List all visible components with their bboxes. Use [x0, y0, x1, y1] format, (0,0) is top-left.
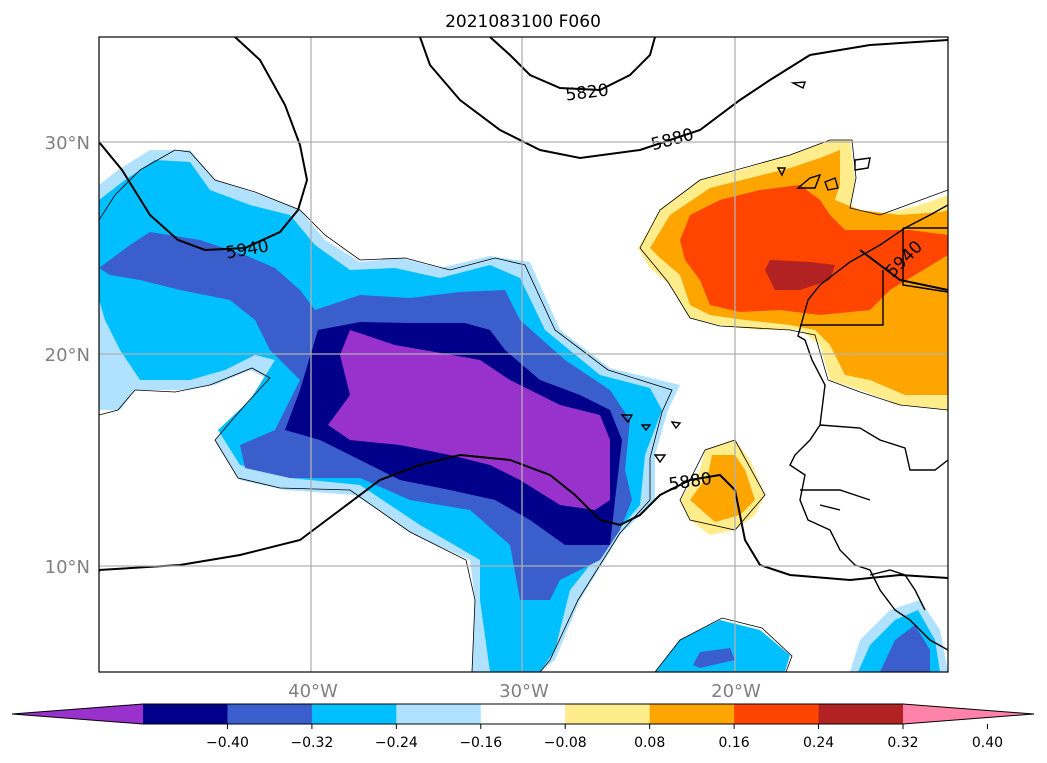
colorbar-tick-label: −0.40	[206, 735, 249, 751]
coastlines	[620, 81, 948, 651]
height-contours	[99, 37, 948, 582]
anomaly-fill-light-blue-spot	[99, 392, 125, 402]
lon-label-30w: 30°W	[499, 681, 549, 702]
anomaly-fill-purple	[328, 330, 610, 510]
colorbar-tick-label: −0.32	[290, 735, 333, 751]
colorbar-segment	[396, 704, 482, 724]
map-panel: 5820 5880 5940 5880 5940	[99, 37, 948, 672]
map-title: 2021083100 F060	[445, 12, 601, 32]
lat-label-10n: 10°N	[45, 557, 90, 578]
negative-anomaly-region	[99, 150, 948, 672]
colorbar-segment	[565, 704, 651, 724]
map-frame	[98, 36, 949, 673]
colorbar-outline	[11, 703, 1035, 725]
anomaly-fill-sky-blue-lower	[655, 620, 790, 672]
lon-label-20w: 20°W	[711, 681, 761, 702]
colorbar-extend-min	[12, 704, 143, 724]
graticule	[99, 37, 948, 672]
colorbar-extend-max	[903, 704, 1034, 724]
colorbar-tick-label: 0.16	[719, 735, 750, 751]
anomaly-fill-royal-blue-lower-right	[880, 625, 930, 672]
anomaly-outline	[99, 139, 948, 672]
colorbar-tick-label: −0.16	[459, 735, 502, 751]
colorbar-tick-label: −0.24	[375, 735, 418, 751]
longitude-labels: 40°W 30°W 20°W	[288, 681, 761, 702]
latitude-labels: 30°N 20°N 10°N	[45, 133, 90, 578]
lat-label-20n: 20°N	[45, 345, 90, 366]
colorbar-tick-label: 0.40	[972, 735, 1003, 751]
colorbar-segment	[143, 704, 228, 724]
colorbar-tick-label: 0.08	[634, 735, 665, 751]
colorbar-segment	[649, 704, 735, 724]
lon-label-40w: 40°W	[288, 681, 338, 702]
anomaly-fill-firebrick	[765, 260, 835, 290]
colorbar-segment	[311, 704, 397, 724]
colorbar-segment	[480, 704, 566, 724]
colorbar-segment	[227, 704, 313, 724]
colorbar-tick-label: 0.24	[803, 735, 834, 751]
lat-label-30n: 30°N	[45, 133, 90, 154]
colorbar-tick-label: −0.08	[544, 735, 587, 751]
anomaly-fill-royal-blue-lower	[693, 648, 735, 668]
colorbar-tick-label: 0.32	[887, 735, 918, 751]
colorbar: −0.40 −0.32 −0.24 −0.16 −0.08 0.08 0.16 0.24 0.3…	[11, 703, 1035, 751]
colorbar-segment	[734, 704, 820, 724]
anomaly-fill-orange-red	[680, 185, 948, 315]
colorbar-segment	[818, 704, 904, 724]
